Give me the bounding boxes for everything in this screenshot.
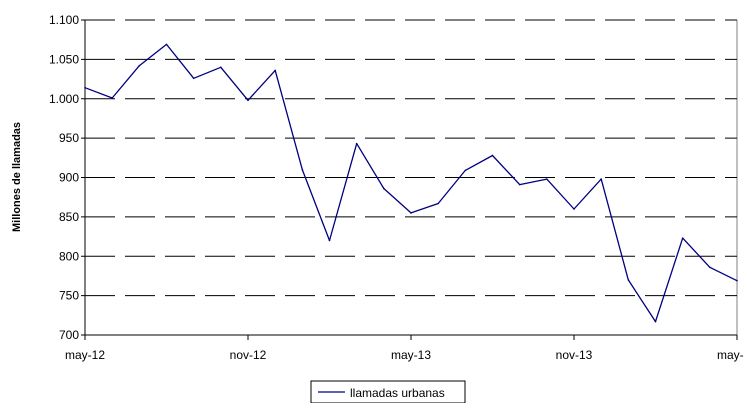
y-tick-label: 700 <box>59 328 79 342</box>
data-point <box>573 208 575 210</box>
legend-label-llamadas-urbanas: llamadas urbanas <box>350 386 445 400</box>
data-point <box>84 86 86 89</box>
x-tick-labels: may-12 nov-12 may-13 nov-13 may-14 <box>65 348 744 362</box>
y-axis-title: Millones de llamadas <box>11 122 23 232</box>
series-layer <box>84 43 738 323</box>
x-tick-label: may-13 <box>391 348 431 362</box>
y-tick-label: 1.050 <box>49 52 79 66</box>
data-point <box>274 69 276 72</box>
data-point <box>627 279 630 281</box>
data-point <box>247 99 249 102</box>
data-point <box>600 178 602 180</box>
data-point <box>355 142 358 145</box>
data-point <box>681 237 684 239</box>
data-point <box>654 320 657 323</box>
data-point <box>410 212 412 214</box>
x-tick-label: nov-12 <box>230 348 267 362</box>
data-point <box>220 66 222 69</box>
gridlines <box>85 19 737 297</box>
x-tick-label: nov-13 <box>556 348 593 362</box>
legend-box <box>310 380 466 403</box>
y-tick-label: 1.000 <box>49 92 79 106</box>
data-point <box>518 183 521 186</box>
x-tick-label: may-12 <box>65 348 105 362</box>
legend: llamadas urbanas <box>310 380 466 403</box>
axes <box>81 19 738 340</box>
y-tick-labels: 700 750 800 850 900 950 1.000 1.050 1.100 <box>49 13 79 342</box>
data-point <box>383 187 385 190</box>
x-tick-label: may-14 <box>717 348 744 362</box>
data-point <box>709 266 711 269</box>
data-point <box>546 178 548 180</box>
data-point <box>464 169 467 172</box>
data-point <box>111 97 113 99</box>
y-tick-label: 1.100 <box>49 13 79 27</box>
data-point <box>192 77 195 80</box>
data-point <box>138 64 141 67</box>
data-point <box>437 202 439 205</box>
y-tick-label: 950 <box>59 131 79 145</box>
data-point <box>165 43 168 46</box>
series-line-0 <box>84 43 738 323</box>
data-point <box>301 168 304 171</box>
y-tick-label: 900 <box>59 171 79 185</box>
data-point <box>736 279 738 282</box>
y-tick-label: 750 <box>59 289 79 303</box>
data-point <box>491 154 494 157</box>
y-tick-label: 850 <box>59 210 79 224</box>
data-point <box>328 239 331 242</box>
y-tick-label: 800 <box>59 249 79 263</box>
